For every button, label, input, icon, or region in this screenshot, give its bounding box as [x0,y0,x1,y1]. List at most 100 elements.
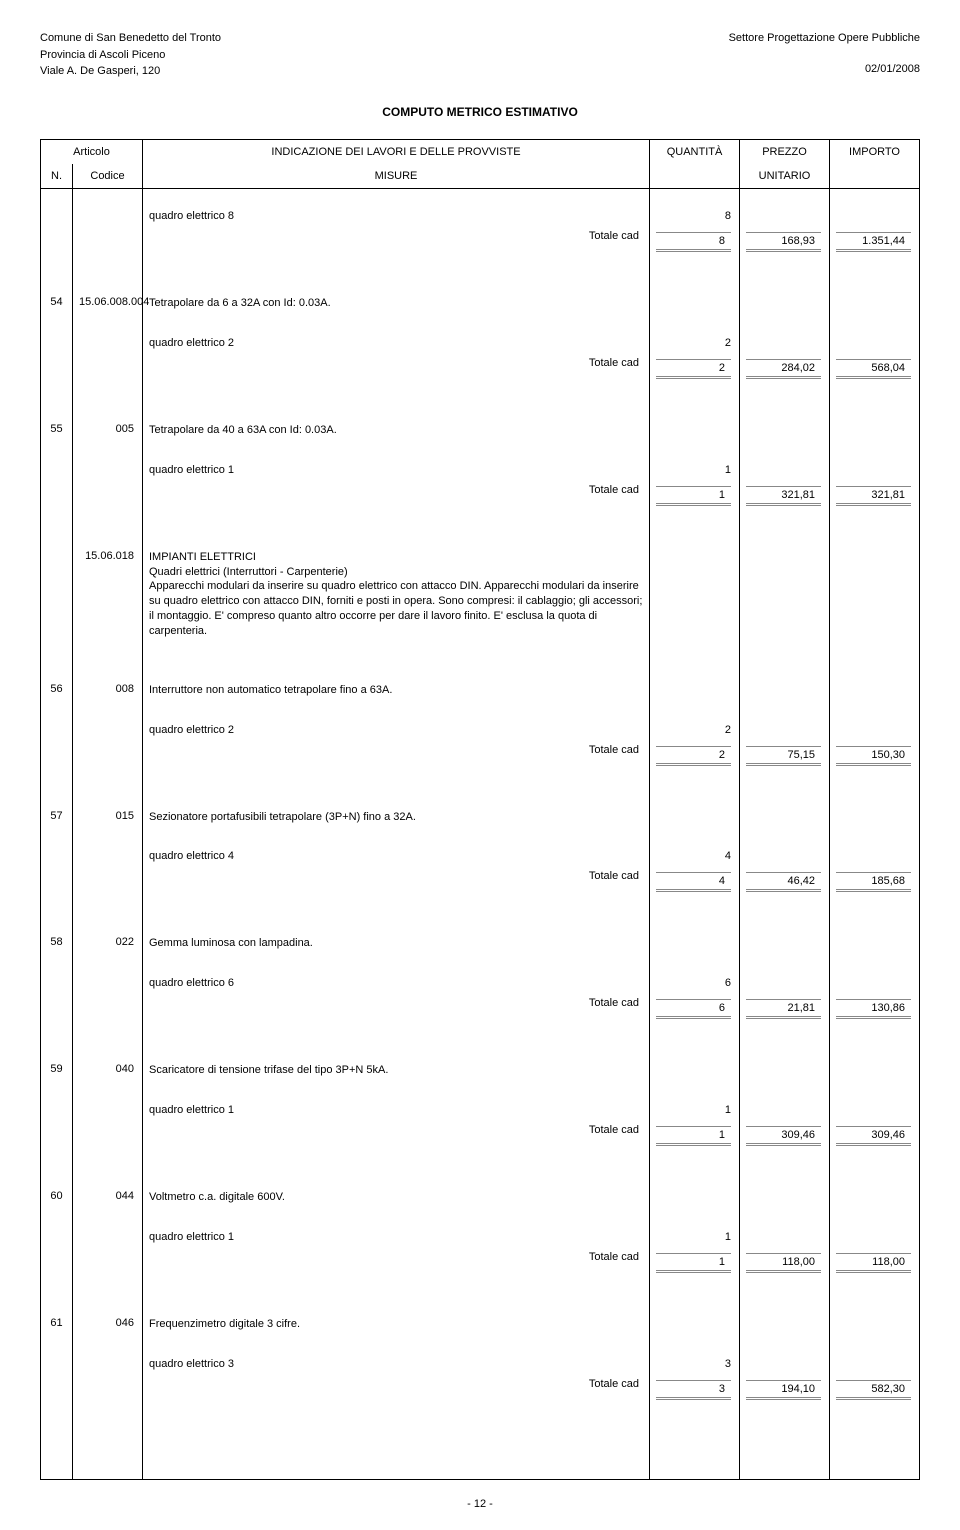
measure-label: quadro elettrico 6 [143,973,650,993]
unit-price: 21,81 [740,993,830,1023]
item-description: Interruttore non automatico tetrapolare … [143,679,650,702]
item-number: 58 [41,932,73,955]
total-label: Totale cad [143,353,650,383]
measure-value: 1 [650,1227,740,1247]
measure-label: quadro elettrico 1 [143,460,650,480]
measure-label: quadro elettrico 1 [143,1227,650,1247]
measure-label: quadro elettrico 2 [143,333,650,353]
total-label: Totale cad [143,480,650,510]
unit-price: 309,46 [740,1120,830,1150]
total-label: Totale cad [143,993,650,1023]
total-label: Totale cad [143,866,650,896]
measure-label: quadro elettrico 2 [143,720,650,740]
total-label: Totale cad [143,1120,650,1150]
measure-label: quadro elettrico 1 [143,1100,650,1120]
page-header: Comune di San Benedetto del Tronto Provi… [40,30,920,80]
item-code: 15.06.008.004 [73,292,143,315]
measure-label: quadro elettrico 3 [143,1354,650,1374]
org-name: Comune di San Benedetto del Tronto [40,30,221,47]
item-description: Voltmetro c.a. digitale 600V. [143,1186,650,1209]
measure-value: 1 [650,460,740,480]
item-number [41,546,73,643]
measure-value: 8 [650,206,740,226]
measure-value: 4 [650,846,740,866]
item-code: 008 [73,679,143,702]
item-code: 15.06.018 [73,546,143,643]
item-number: 57 [41,806,73,829]
page-number: - 12 - [40,1498,920,1510]
item-code: 040 [73,1059,143,1082]
item-number: 56 [41,679,73,702]
unit-price: 168,93 [740,226,830,256]
unit-price: 284,02 [740,353,830,383]
item-code: 046 [73,1313,143,1336]
measure-value: 6 [650,973,740,993]
item-code: 005 [73,419,143,442]
item-description: IMPIANTI ELETTRICIQuadri elettrici (Inte… [143,546,650,643]
total-qty: 8 [650,226,740,256]
measure-value: 1 [650,1100,740,1120]
import-value: 150,30 [830,740,920,770]
header-left: Comune di San Benedetto del Tronto Provi… [40,30,221,80]
address: Viale A. De Gasperi, 120 [40,63,221,80]
col-importo: IMPORTO [830,139,920,188]
total-label: Totale cad [143,226,650,256]
item-code: 015 [73,806,143,829]
import-value: 321,81 [830,480,920,510]
measure-value: 3 [650,1354,740,1374]
item-number: 61 [41,1313,73,1336]
unit-price: 194,10 [740,1374,830,1404]
unit-price: 118,00 [740,1247,830,1277]
col-indicazione: INDICAZIONE DEI LAVORI E DELLE PROVVISTE [143,139,650,164]
date: 02/01/2008 [729,61,920,78]
import-value: 185,68 [830,866,920,896]
item-number: 55 [41,419,73,442]
import-value: 1.351,44 [830,226,920,256]
unit-price: 46,42 [740,866,830,896]
unit-price: 75,15 [740,740,830,770]
page-title: COMPUTO METRICO ESTIMATIVO [40,105,920,119]
item-code: 044 [73,1186,143,1209]
total-qty: 1 [650,480,740,510]
item-description: Frequenzimetro digitale 3 cifre. [143,1313,650,1336]
sector: Settore Progettazione Opere Pubbliche [729,30,920,47]
total-qty: 1 [650,1120,740,1150]
item-description: Tetrapolare da 40 a 63A con Id: 0.03A. [143,419,650,442]
unit-price: 321,81 [740,480,830,510]
item-code: 022 [73,932,143,955]
import-value: 582,30 [830,1374,920,1404]
measure-label: quadro elettrico 4 [143,846,650,866]
total-label: Totale cad [143,1247,650,1277]
col-prezzo: PREZZO [740,139,830,164]
col-quantita: QUANTITÀ [650,139,740,188]
province: Provincia di Ascoli Piceno [40,47,221,64]
measure-value: 2 [650,720,740,740]
measure-label: quadro elettrico 8 [143,206,650,226]
import-value: 130,86 [830,993,920,1023]
total-label: Totale cad [143,740,650,770]
total-label: Totale cad [143,1374,650,1404]
item-description: Sezionatore portafusibili tetrapolare (3… [143,806,650,829]
item-number: 60 [41,1186,73,1209]
col-n: N. [41,164,73,189]
estimate-table: Articolo INDICAZIONE DEI LAVORI E DELLE … [40,139,920,1481]
col-unitario: UNITARIO [740,164,830,189]
total-qty: 3 [650,1374,740,1404]
col-misure: MISURE [143,164,650,189]
total-qty: 4 [650,866,740,896]
table-header: Articolo INDICAZIONE DEI LAVORI E DELLE … [41,139,920,188]
import-value: 118,00 [830,1247,920,1277]
total-qty: 2 [650,353,740,383]
item-number: 54 [41,292,73,315]
item-description: Gemma luminosa con lampadina. [143,932,650,955]
total-qty: 2 [650,740,740,770]
measure-value: 2 [650,333,740,353]
header-right: Settore Progettazione Opere Pubbliche 02… [729,30,920,80]
total-qty: 1 [650,1247,740,1277]
item-number: 59 [41,1059,73,1082]
import-value: 309,46 [830,1120,920,1150]
col-codice: Codice [73,164,143,189]
import-value: 568,04 [830,353,920,383]
total-qty: 6 [650,993,740,1023]
col-articolo: Articolo [41,139,143,164]
